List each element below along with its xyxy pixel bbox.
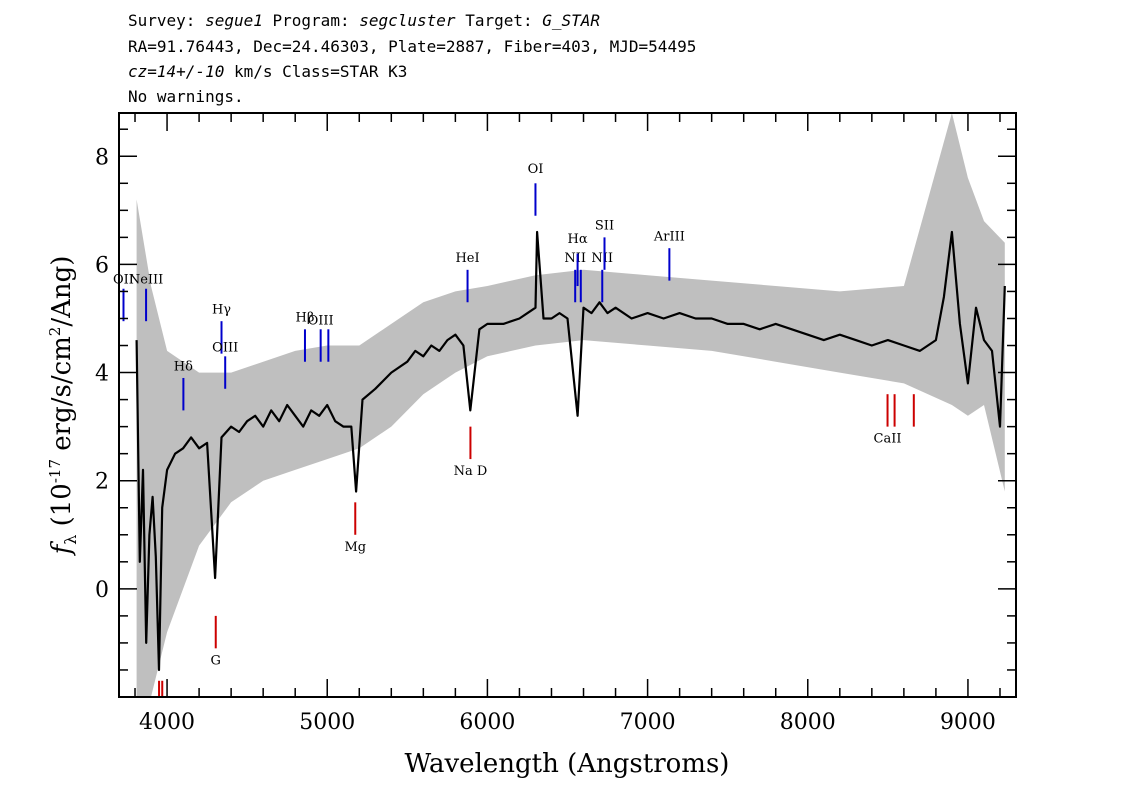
spectral-line-label: NII bbox=[564, 251, 586, 266]
header-line-2: RA=91.76443, Dec=24.46303, Plate=2887, F… bbox=[128, 37, 697, 56]
spectral-line-label: OI bbox=[528, 162, 544, 177]
target-value: G_STAR bbox=[542, 11, 601, 30]
spectral-line-label: CaII bbox=[874, 432, 902, 447]
survey-key: Survey: bbox=[128, 11, 196, 30]
program-key: Program: bbox=[272, 11, 350, 30]
program-value: segcluster bbox=[359, 11, 456, 30]
y-tick-label: 6 bbox=[95, 253, 109, 278]
spectral-line-label: HeI bbox=[455, 251, 479, 266]
flux-series-line bbox=[135, 230, 1006, 672]
x-tick-label: 6000 bbox=[459, 710, 515, 735]
plot-frame bbox=[118, 112, 1017, 698]
target-key: Target: bbox=[465, 11, 533, 30]
y-tick-label: 2 bbox=[95, 470, 109, 495]
error-band bbox=[136, 113, 1005, 697]
survey-value: segue1 bbox=[205, 11, 263, 30]
class-info: km/s Class=STAR K3 bbox=[224, 62, 408, 81]
y-tick-label: 8 bbox=[95, 145, 109, 170]
spectral-line-label: Hγ bbox=[212, 302, 231, 317]
spectral-line-label: SII bbox=[595, 219, 614, 234]
spectral-line-label: Na D bbox=[454, 464, 488, 479]
spectral-line-label: Hδ bbox=[174, 359, 193, 374]
y-tick-label: 0 bbox=[95, 578, 109, 603]
x-tick-label: 7000 bbox=[620, 710, 676, 735]
y-axis-title: fλ (10-17 erg/s/cm2/Ang) bbox=[46, 256, 80, 557]
header-line-3: cz=14+/-10 km/s Class=STAR K3 bbox=[128, 63, 407, 81]
spectral-line-label: Hα bbox=[568, 232, 588, 247]
spectral-line-label: OIII bbox=[308, 313, 334, 328]
x-tick-label: 4000 bbox=[139, 710, 195, 735]
x-tick-label: 9000 bbox=[940, 710, 996, 735]
x-tick-label: 5000 bbox=[299, 710, 355, 735]
header-line-1: Survey: segue1 Program: segcluster Targe… bbox=[128, 12, 600, 30]
x-axis-title: Wavelength (Angstroms) bbox=[405, 749, 730, 779]
spectral-line-label: Hβ bbox=[296, 311, 315, 326]
spectral-line-label: ArIII bbox=[653, 229, 685, 244]
cz-value: cz=14+/-10 bbox=[128, 62, 225, 81]
header-line-4: No warnings. bbox=[128, 87, 244, 106]
spectral-line-label: Mg bbox=[344, 540, 366, 555]
spectral-line-label: NII bbox=[591, 251, 613, 266]
spectral-line-label: NeIII bbox=[129, 273, 163, 288]
x-tick-label: 8000 bbox=[780, 710, 836, 735]
y-tick-label: 4 bbox=[95, 362, 109, 387]
spectral-line-label: G bbox=[211, 653, 221, 668]
spectral-line-label: OIII bbox=[212, 340, 238, 355]
